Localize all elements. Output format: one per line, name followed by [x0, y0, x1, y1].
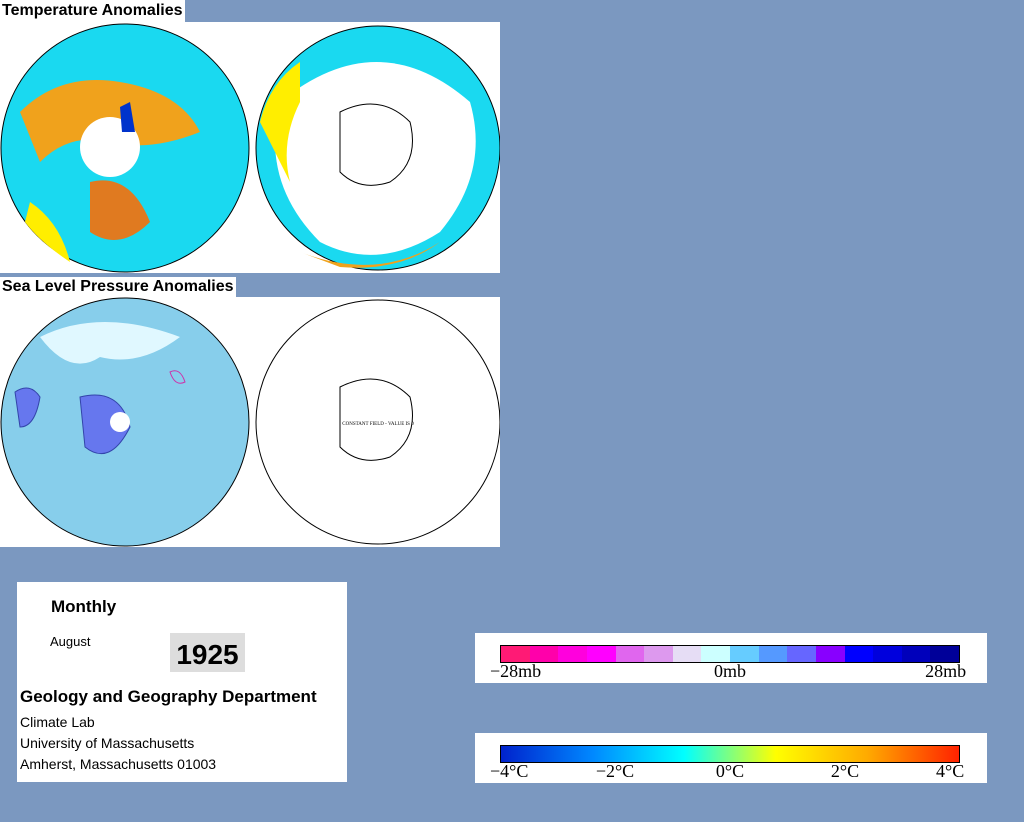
period: Monthly — [51, 597, 117, 616]
temperature-legend: −4°C −2°C 0°C 2°C 4°C — [475, 733, 987, 783]
color-step — [615, 646, 645, 662]
pressure-maps: CONSTANT FIELD - VALUE IS 0 — [0, 297, 500, 547]
address-line: University of Massachusetts — [20, 735, 195, 751]
address: Climate Lab University of Massachusetts Am… — [20, 712, 216, 775]
color-step — [529, 646, 559, 662]
color-step — [901, 646, 931, 662]
info-box: Monthly August 1925 Geology and Geograph… — [17, 582, 347, 782]
map-note: CONSTANT FIELD - VALUE IS 0 — [342, 422, 414, 427]
legend-label: −2°C — [595, 761, 635, 781]
address-line: Amherst, Massachusetts 01003 — [20, 756, 217, 772]
color-step — [787, 646, 816, 662]
color-step — [730, 646, 759, 662]
legend-label: 0°C — [715, 761, 745, 781]
color-bar — [500, 645, 960, 663]
panel-title: Sea Level Pressure Anomalies — [0, 277, 236, 297]
color-bar — [500, 745, 960, 763]
year: 1925 — [170, 633, 245, 672]
department: Geology and Geography Department — [20, 687, 317, 706]
legend-label: 2°C — [830, 761, 860, 781]
color-step — [844, 646, 874, 662]
color-step — [758, 646, 788, 662]
panel-title: Temperature Anomalies — [0, 0, 185, 22]
legend-label: 0mb — [713, 661, 747, 681]
color-step — [586, 646, 616, 662]
color-step — [672, 646, 702, 662]
legend-label: 4°C — [936, 761, 965, 781]
address-line: Climate Lab — [20, 714, 95, 730]
temperature-maps — [0, 22, 500, 273]
color-step — [501, 646, 530, 662]
color-step — [644, 646, 673, 662]
color-step — [558, 646, 587, 662]
legend-label: −4°C — [490, 761, 529, 781]
pressure-legend: −28mb 0mb 28mb — [475, 633, 987, 683]
color-step — [701, 646, 730, 662]
legend-label: −28mb — [490, 661, 542, 681]
color-step — [815, 646, 845, 662]
color-step — [930, 646, 959, 662]
legend-label: 28mb — [925, 661, 967, 681]
color-step — [873, 646, 902, 662]
month: August — [50, 634, 91, 649]
